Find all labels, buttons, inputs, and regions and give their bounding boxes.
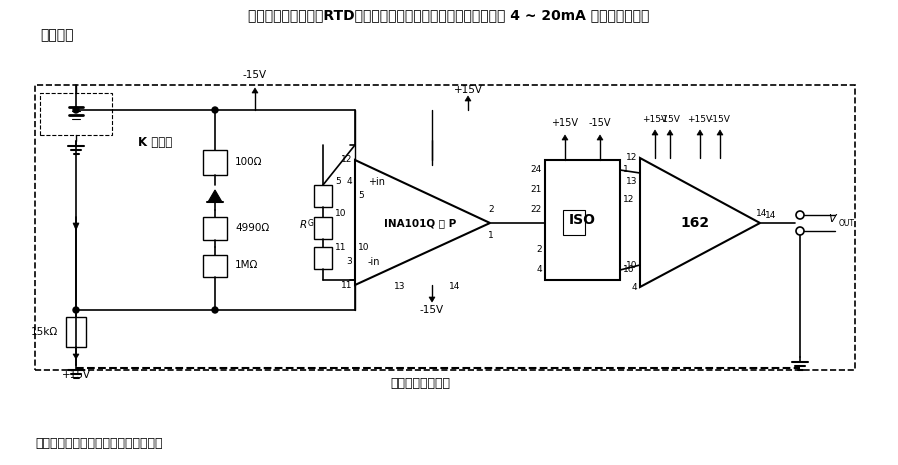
Bar: [203, 150, 227, 175]
Polygon shape: [597, 135, 603, 140]
Text: 3: 3: [347, 258, 352, 266]
Text: 4: 4: [536, 266, 542, 274]
Text: 12: 12: [623, 195, 634, 205]
Text: +15V: +15V: [551, 118, 578, 128]
Text: 14: 14: [449, 282, 461, 291]
Text: 2: 2: [536, 246, 542, 254]
Text: 注：电路有接地回路和热偶冷端补偿。: 注：电路有接地回路和热偶冷端补偿。: [35, 437, 163, 450]
Text: 1MΩ: 1MΩ: [235, 260, 259, 270]
Polygon shape: [73, 354, 79, 359]
Polygon shape: [465, 96, 471, 101]
Text: V: V: [828, 214, 836, 224]
Circle shape: [73, 107, 79, 113]
Bar: [314, 217, 332, 239]
Text: INA101Q 或 P: INA101Q 或 P: [383, 218, 456, 228]
Text: 用途：用于热电偶、RTD、压力桥、流量传感器通道隔离放大变送 4 ~ 20mA 电路和数据采集: 用途：用于热电偶、RTD、压力桥、流量传感器通道隔离放大变送 4 ~ 20mA …: [249, 8, 649, 22]
Text: 5: 5: [358, 191, 364, 199]
Text: 21: 21: [531, 186, 542, 194]
Text: 10: 10: [335, 208, 347, 218]
Text: 14: 14: [765, 211, 777, 219]
Polygon shape: [652, 130, 658, 135]
Circle shape: [796, 211, 804, 219]
Text: 4990Ω: 4990Ω: [235, 223, 269, 233]
Text: +15V: +15V: [688, 115, 712, 124]
Text: 1: 1: [623, 166, 629, 174]
Text: +in: +in: [368, 177, 385, 187]
Text: 11: 11: [335, 243, 347, 252]
Bar: [40, 93, 112, 135]
Polygon shape: [717, 130, 723, 135]
Bar: [314, 247, 332, 269]
Text: 13: 13: [626, 178, 637, 186]
Text: 通过导体接地回路: 通过导体接地回路: [390, 377, 450, 390]
Text: 162: 162: [681, 216, 709, 230]
Text: 11: 11: [340, 280, 352, 290]
Text: 1: 1: [488, 231, 494, 239]
Text: 10: 10: [358, 244, 369, 252]
Text: G: G: [308, 219, 314, 228]
Text: 13: 13: [394, 282, 406, 291]
Text: 12: 12: [626, 153, 637, 162]
Text: 4: 4: [347, 178, 352, 186]
Text: 22: 22: [531, 206, 542, 214]
Polygon shape: [252, 88, 258, 93]
Bar: [314, 185, 332, 207]
Text: -in: -in: [368, 257, 381, 267]
Bar: [563, 210, 585, 235]
Polygon shape: [697, 130, 703, 135]
Text: -15V: -15V: [243, 70, 267, 80]
Circle shape: [73, 307, 79, 313]
Text: 100Ω: 100Ω: [235, 157, 262, 167]
Circle shape: [796, 227, 804, 235]
Text: 2: 2: [488, 206, 494, 214]
Text: 5: 5: [335, 178, 340, 186]
Bar: [35, 85, 855, 370]
Text: 16: 16: [623, 266, 635, 274]
Polygon shape: [429, 297, 435, 302]
Polygon shape: [640, 158, 760, 287]
Text: ISO: ISO: [568, 213, 595, 227]
Polygon shape: [562, 135, 568, 140]
Polygon shape: [355, 160, 490, 285]
Polygon shape: [208, 190, 222, 202]
Text: 14: 14: [756, 208, 768, 218]
Text: +15V: +15V: [642, 115, 667, 124]
Text: -15V: -15V: [589, 118, 612, 128]
Text: -15V: -15V: [420, 305, 445, 315]
Text: +15V: +15V: [61, 370, 91, 380]
Bar: [545, 160, 620, 280]
Circle shape: [212, 307, 218, 313]
Text: 15kΩ: 15kΩ: [31, 327, 58, 337]
Text: OUT: OUT: [839, 219, 855, 227]
Text: R: R: [300, 220, 307, 230]
Bar: [203, 217, 227, 240]
Text: +15V: +15V: [453, 85, 482, 95]
Text: 24: 24: [531, 166, 542, 174]
Polygon shape: [667, 130, 673, 135]
Text: 12: 12: [340, 155, 352, 165]
Text: 4: 4: [631, 283, 637, 292]
Text: K 型热偶: K 型热偶: [138, 137, 172, 150]
Text: 等场合。: 等场合。: [40, 28, 74, 42]
Text: 10: 10: [626, 260, 637, 270]
Circle shape: [212, 107, 218, 113]
Bar: [203, 255, 227, 277]
Text: -15V: -15V: [659, 115, 681, 124]
Bar: [66, 317, 86, 347]
Text: -15V: -15V: [709, 115, 730, 124]
Polygon shape: [73, 223, 79, 230]
